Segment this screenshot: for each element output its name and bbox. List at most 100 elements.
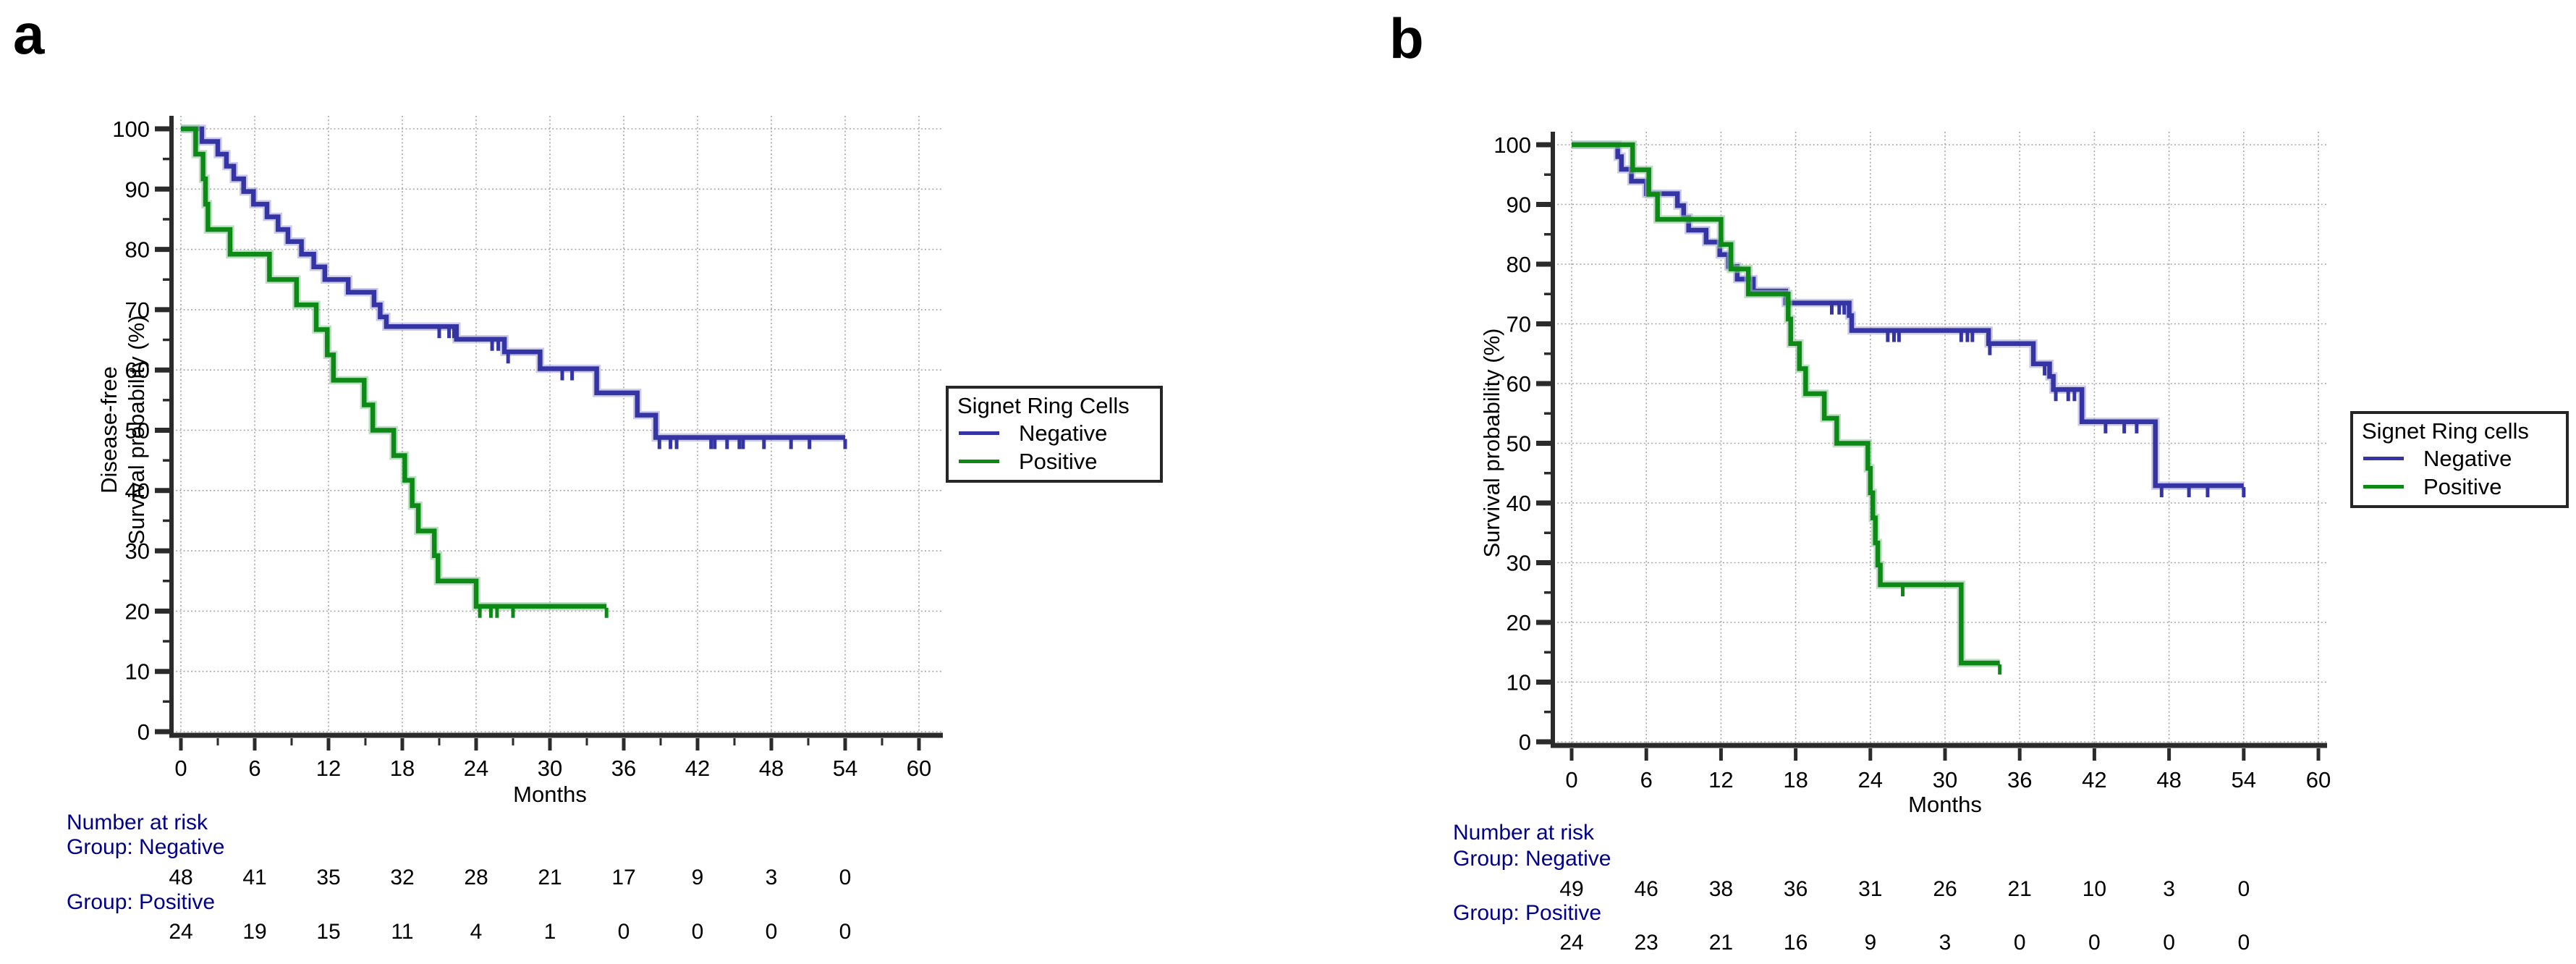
panel-a-risk-value: 19: [242, 920, 266, 944]
panel-a-risk-value: 1: [544, 920, 556, 944]
panel-b-risk-value: 0: [2014, 931, 2026, 955]
panel-b-curve-negative: [1572, 142, 2244, 489]
panel-a-risk-value: 28: [464, 866, 488, 889]
y-axis-label-a-line1: Disease-free: [96, 366, 122, 494]
panel-a-curve-positive: [181, 126, 607, 609]
panel-b-x-tick-label: 36: [2007, 767, 2032, 792]
panel-a-risk-value: 0: [766, 920, 778, 944]
risk-group-a-negative: Group: Negative: [67, 835, 225, 859]
panel-a-risk-value: 15: [316, 920, 340, 944]
panel-a-risk-value: 48: [169, 866, 192, 889]
legend-b-row-negative: Negative: [2362, 444, 2557, 473]
panel-b-risk-value: 49: [1559, 877, 1583, 901]
negative-line-swatch: [959, 431, 999, 435]
panel-b-y-tick-label: 50: [1507, 431, 1531, 457]
panel-a-y-tick-label: 30: [125, 538, 150, 564]
panel-a-risk-value: 4: [470, 920, 483, 944]
legend-a-label-negative: Negative: [1019, 420, 1108, 446]
panel-b-risk-value: 0: [2237, 931, 2250, 955]
risk-title-b: Number at risk: [1453, 821, 1595, 845]
panel-a-risk-value: 3: [766, 866, 778, 889]
x-axis-label-a: Months: [513, 782, 587, 807]
panel-b-y-tick-label: 20: [1507, 610, 1531, 635]
panel-letter-a: a: [13, 2, 45, 66]
panel-b-x-tick-label: 48: [2156, 767, 2181, 792]
panel-a-y-tick-label: 70: [125, 297, 150, 323]
panel-a-risk-value: 11: [391, 920, 413, 944]
legend-a-row-negative: Negative: [957, 419, 1151, 447]
panel-a-y-tick-label: 50: [125, 418, 150, 444]
panel-a-x-tick-label: 18: [390, 756, 415, 781]
panel-a-y-tick-label: 20: [125, 599, 150, 624]
panel-a-risk-value: 21: [538, 866, 562, 889]
panel-a-x-tick-label: 54: [833, 756, 857, 781]
panel-b-x-tick-label: 42: [2082, 767, 2106, 792]
panel-b-risk-value: 46: [1635, 877, 1658, 901]
panel-a-x-tick-label: 12: [316, 756, 341, 781]
y-axis-label-b: Survival probability (%): [1478, 329, 1506, 558]
panel-a-x-tick-label: 0: [174, 756, 187, 781]
panel-a-risk-value: 24: [169, 920, 192, 944]
panel-a-y-tick-label: 90: [125, 177, 150, 202]
panel-b-risk-value: 3: [2163, 877, 2175, 901]
risk-title-a: Number at risk: [67, 811, 208, 834]
panel-b-risk-value: 38: [1709, 877, 1733, 901]
panel-b-risk-value: 0: [2088, 931, 2101, 955]
panel-b-x-tick-label: 30: [1933, 767, 1957, 792]
y-axis-label-a: Disease-free Survival probability (%): [96, 316, 151, 545]
panel-a-y-tick-label: 100: [112, 117, 150, 142]
panel-a-x-tick-label: 24: [464, 756, 488, 781]
y-axis-label-b-line1: Survival probability (%): [1479, 328, 1504, 558]
panel-b-y-tick-label: 80: [1507, 252, 1531, 277]
panel-b-risk-value: 23: [1635, 931, 1658, 955]
panel-a-risk-value: 0: [839, 866, 852, 889]
legend-a-row-positive: Positive: [957, 447, 1151, 475]
panel-b-risk-value: 21: [2008, 877, 2032, 901]
panel-b-y-tick-label: 90: [1507, 193, 1531, 218]
panel-a-x-tick-label: 42: [685, 756, 710, 781]
panel-a-risk-value: 41: [242, 866, 266, 889]
legend-b-row-positive: Positive: [2362, 473, 2557, 501]
positive-line-swatch: [959, 460, 999, 463]
panel-letter-b: b: [1389, 7, 1424, 70]
panel-b-y-tick-label: 0: [1519, 730, 1531, 755]
legend-a: Signet Ring Cells Negative Positive: [946, 386, 1163, 483]
panel-a-risk-value: 17: [611, 866, 635, 889]
legend-b: Signet Ring cells Negative Positive: [2350, 411, 2569, 508]
x-axis-label-b: Months: [1908, 792, 1982, 817]
panel-a-x-tick-label: 30: [538, 756, 562, 781]
panel-a-y-tick-label: 0: [137, 719, 150, 745]
panel-b-x-tick-label: 60: [2306, 767, 2331, 792]
panel-a-risk-value: 0: [692, 920, 704, 944]
panel-b-risk-value: 31: [1858, 877, 1882, 901]
panel-a-x-tick-label: 60: [907, 756, 931, 781]
panel-a-risk-value: 0: [839, 920, 852, 944]
legend-a-label-positive: Positive: [1019, 448, 1098, 474]
negative-line-swatch: [2363, 457, 2404, 460]
panel-b-x-tick-label: 0: [1565, 767, 1577, 792]
positive-line-swatch: [2363, 485, 2404, 489]
panel-b-x-tick-label: 24: [1858, 767, 1883, 792]
panel-a-risk-value: 35: [316, 866, 340, 889]
legend-b-label-negative: Negative: [2423, 445, 2512, 471]
panel-b-y-tick-label: 30: [1507, 551, 1531, 576]
panel-a-risk-value: 9: [692, 866, 704, 889]
risk-group-a-positive: Group: Positive: [67, 890, 216, 914]
panel-b-risk-value: 16: [1784, 931, 1808, 955]
panel-b-risk-value: 0: [2163, 931, 2175, 955]
panel-b-risk-value: 10: [2083, 877, 2106, 901]
panel-b-risk-value: 3: [1939, 931, 1952, 955]
legend-b-title: Signet Ring cells: [2362, 418, 2529, 444]
panel-b-risk-value: 26: [1933, 877, 1957, 901]
panel-a-y-tick-label: 80: [125, 237, 150, 263]
panel-a-risk-value: 0: [618, 920, 630, 944]
panel-a-curve-negative: [181, 126, 845, 440]
y-axis-label-a-line2: Survival probability (%): [124, 315, 149, 545]
panel-b-risk-value: 36: [1784, 877, 1808, 901]
panel-b-curve-positive: [1572, 142, 2000, 666]
panel-a-y-tick-label: 40: [125, 478, 150, 504]
panel-b-risk-value: 21: [1709, 931, 1733, 955]
panel-a-x-tick-label: 48: [759, 756, 784, 781]
